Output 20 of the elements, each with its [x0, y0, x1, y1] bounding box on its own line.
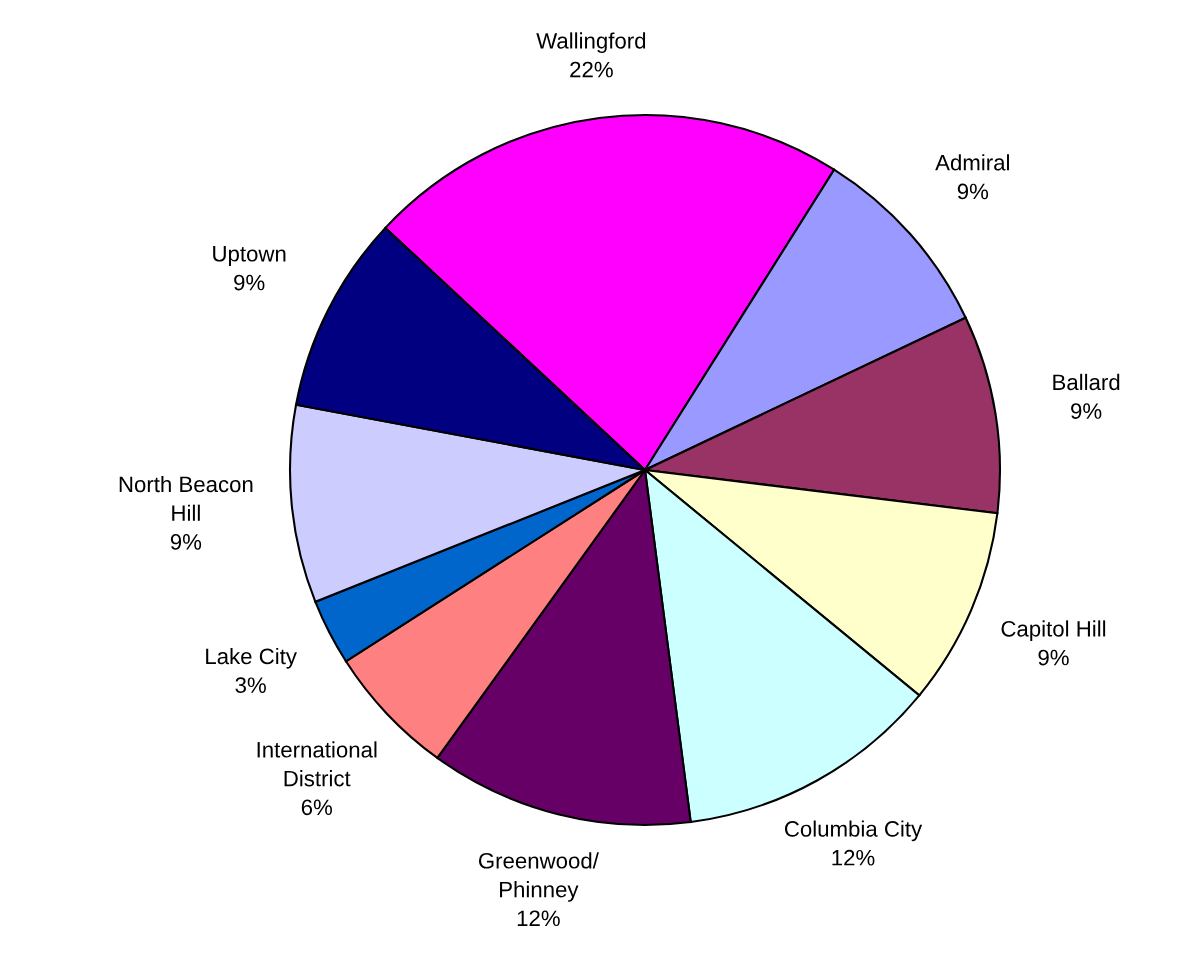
slice-label: International District: [257, 741, 377, 787]
slice-label: Greenwood/ Phinney: [478, 852, 599, 902]
data-label: 12%: [832, 849, 875, 866]
slice-label: North Beacon Hill: [119, 475, 253, 521]
data-label: 9%: [170, 534, 202, 550]
data-label: 12%: [517, 910, 560, 927]
data-label: 3%: [235, 677, 266, 694]
slice-label: Lake City: [206, 647, 297, 669]
data-label: 9%: [1038, 649, 1069, 666]
slice-label: Ballard: [1053, 373, 1120, 391]
data-label: 9%: [1071, 403, 1102, 419]
data-label: 9%: [234, 274, 265, 291]
slice-label: Columbia City: [784, 820, 923, 842]
slice-label: Capitol Hill: [1001, 620, 1106, 642]
data-label: 9%: [957, 183, 989, 200]
slice-label: Uptown: [213, 246, 286, 267]
slice-label: Wallingford: [536, 32, 646, 54]
data-label: 6%: [301, 799, 333, 816]
slice-label: Admiral: [935, 154, 1009, 171]
data-label: 22%: [570, 61, 613, 78]
